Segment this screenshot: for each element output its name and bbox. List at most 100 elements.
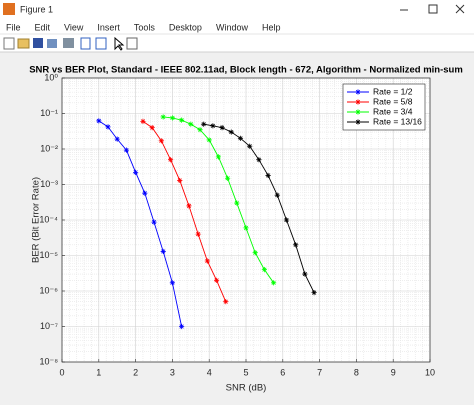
data-point	[169, 115, 175, 121]
data-point	[96, 118, 102, 124]
chart-title: SNR vs BER Plot, Standard - IEEE 802.11a…	[29, 65, 463, 76]
marker-stroke	[293, 242, 299, 248]
data-point	[228, 129, 234, 135]
property-icon[interactable]	[126, 37, 138, 50]
marker-stroke	[140, 118, 146, 124]
marker-stroke	[96, 118, 102, 124]
series-line	[142, 121, 227, 302]
marker-stroke	[133, 169, 139, 175]
menu-item[interactable]: View	[64, 22, 84, 32]
data-point	[206, 137, 212, 143]
marker-stroke	[225, 175, 231, 181]
marker-stroke	[179, 323, 185, 330]
x-tick-label: 3	[170, 367, 175, 377]
data-point	[283, 217, 290, 223]
y-tick-label: 10⁻⁵	[40, 250, 59, 260]
x-tick-label: 9	[391, 367, 396, 377]
marker-stroke	[177, 177, 183, 184]
marker-stroke	[204, 258, 210, 264]
data-point	[179, 323, 185, 330]
marker-stroke	[219, 125, 225, 131]
marker-stroke	[142, 190, 148, 196]
menu-item[interactable]: Tools	[134, 22, 156, 32]
marker-stroke	[355, 89, 361, 95]
link-icon[interactable]	[63, 38, 74, 48]
toolbar	[3, 36, 138, 51]
data-point	[271, 280, 277, 286]
data-point	[149, 125, 155, 131]
data-point	[123, 147, 129, 153]
marker-stroke	[215, 154, 221, 160]
marker-stroke	[195, 231, 201, 237]
marker-stroke	[179, 117, 185, 123]
menu-item[interactable]: Edit	[35, 22, 51, 32]
marker-stroke	[201, 121, 207, 127]
legend-label: Rate = 3/4	[373, 106, 413, 116]
marker-stroke	[256, 157, 262, 163]
data-point	[234, 200, 240, 206]
data-point	[243, 225, 249, 231]
marker-stroke	[355, 119, 361, 125]
save-icon[interactable]	[33, 38, 43, 48]
marker-stroke	[210, 123, 216, 129]
data-point	[225, 175, 231, 181]
data-point	[213, 277, 220, 283]
legend-icon[interactable]	[95, 37, 107, 50]
data-point	[114, 136, 120, 142]
close-button[interactable]	[455, 4, 465, 14]
colorbar-icon[interactable]	[80, 37, 91, 50]
x-tick-label: 10	[425, 367, 435, 377]
y-tick-label: 10⁻⁸	[39, 356, 58, 366]
x-tick-label: 4	[207, 367, 212, 377]
maximize-button[interactable]	[428, 4, 438, 14]
y-tick-label: 10⁻³	[40, 179, 58, 189]
menu-item[interactable]: Insert	[97, 22, 120, 32]
y-tick-label: 10⁰	[44, 72, 58, 82]
window-chrome	[0, 0, 474, 52]
marker-stroke	[283, 217, 290, 223]
y-axis-label: BER (Bit Error Rate)	[31, 177, 42, 263]
data-point	[186, 203, 192, 209]
series-line	[98, 120, 183, 327]
marker-stroke	[274, 192, 280, 198]
print-icon[interactable]	[47, 39, 57, 48]
marker-stroke	[151, 219, 157, 225]
open-icon[interactable]	[17, 38, 30, 49]
data-point	[237, 135, 244, 141]
menu-item[interactable]: Desktop	[169, 22, 202, 32]
marker-stroke	[252, 250, 258, 256]
marker-stroke	[261, 267, 267, 273]
new-icon[interactable]	[3, 37, 15, 50]
data-point	[151, 219, 157, 225]
y-tick-label: 10⁻¹	[40, 108, 58, 118]
data-point	[160, 114, 166, 120]
menu-item[interactable]: Help	[262, 22, 281, 32]
marker-stroke	[114, 136, 120, 142]
app-icon	[3, 3, 15, 15]
y-tick-label: 10⁻²	[40, 143, 58, 153]
x-tick-label: 6	[280, 367, 285, 377]
legend-marker	[355, 119, 361, 125]
marker-stroke	[105, 124, 111, 130]
data-point	[311, 290, 317, 296]
data-point	[223, 299, 229, 305]
data-point	[142, 190, 148, 196]
pointer-icon[interactable]	[114, 36, 125, 51]
x-tick-label: 5	[243, 367, 248, 377]
marker-stroke	[223, 299, 229, 305]
data-point	[169, 280, 175, 286]
marker-stroke	[149, 125, 155, 131]
marker-stroke	[160, 248, 166, 255]
marker-stroke	[355, 109, 361, 115]
data-point	[256, 157, 262, 163]
data-point	[215, 154, 221, 160]
marker-stroke	[228, 129, 234, 135]
menu-item[interactable]: Window	[216, 22, 249, 32]
data-point	[302, 271, 308, 277]
marker-stroke	[213, 277, 220, 283]
menu-item[interactable]: File	[6, 22, 21, 32]
x-tick-label: 0	[59, 367, 64, 377]
marker-stroke	[197, 127, 203, 133]
marker-stroke	[234, 200, 240, 206]
